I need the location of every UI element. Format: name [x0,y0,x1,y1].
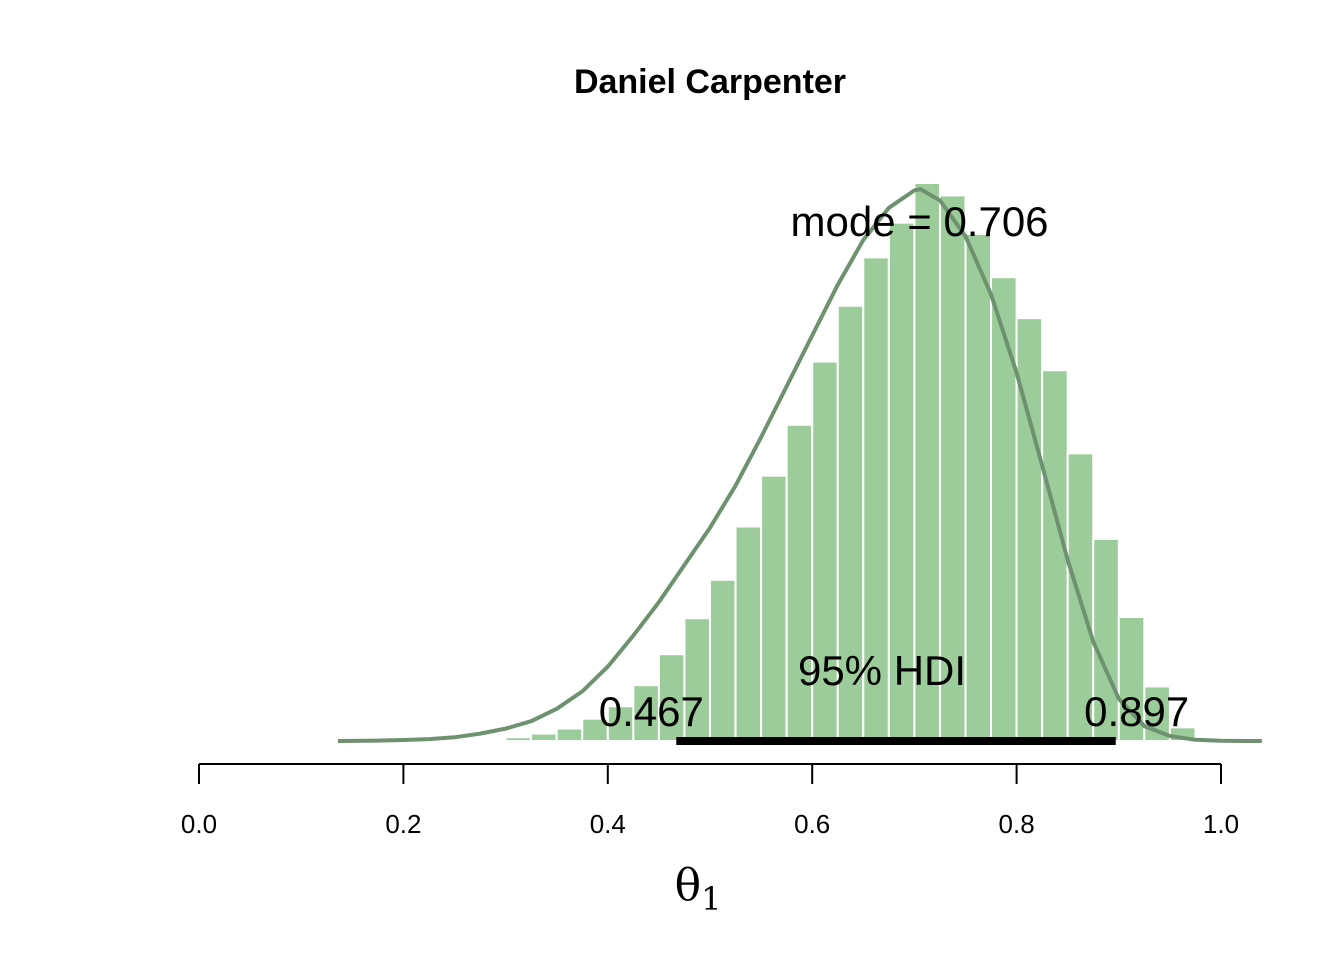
density-curve [337,187,1262,743]
hdi-label: 95% HDI [798,647,966,694]
x-axis-label-subscript: 1 [701,880,721,918]
histogram-bar [683,617,712,742]
histogram-bar [709,578,737,742]
histogram-bar [530,732,558,742]
histogram-bar [504,736,533,743]
histogram-bar [938,194,967,742]
x-axis: 0.0 0.2 0.4 0.6 0.8 1.0 [181,763,1239,839]
x-tick-label: 0.8 [999,809,1035,839]
histogram-bar [760,474,788,742]
histogram-bar [555,727,584,742]
x-tick-label: 1.0 [1203,809,1239,839]
mode-annotation: mode = 0.706 [791,198,1049,245]
x-tick-label: 0.6 [794,809,830,839]
chart-title: Daniel Carpenter [574,63,846,101]
x-tick-label: 0.4 [590,809,626,839]
histogram-bar [632,684,660,743]
x-axis-label-symbol: θ [675,860,702,911]
histogram-bar [964,232,993,742]
x-tick-label: 0.0 [181,809,217,839]
histogram-bar [990,276,1018,742]
histogram-bar [1041,369,1069,742]
histogram-bars [504,182,1197,743]
histogram-bar [734,525,763,742]
x-tick-label: 0.2 [385,809,421,839]
hdi-low-label: 0.467 [599,688,704,735]
histogram-bar [836,304,865,742]
hdi-high-label: 0.897 [1084,688,1189,735]
x-axis-label: θ1 [675,860,722,918]
